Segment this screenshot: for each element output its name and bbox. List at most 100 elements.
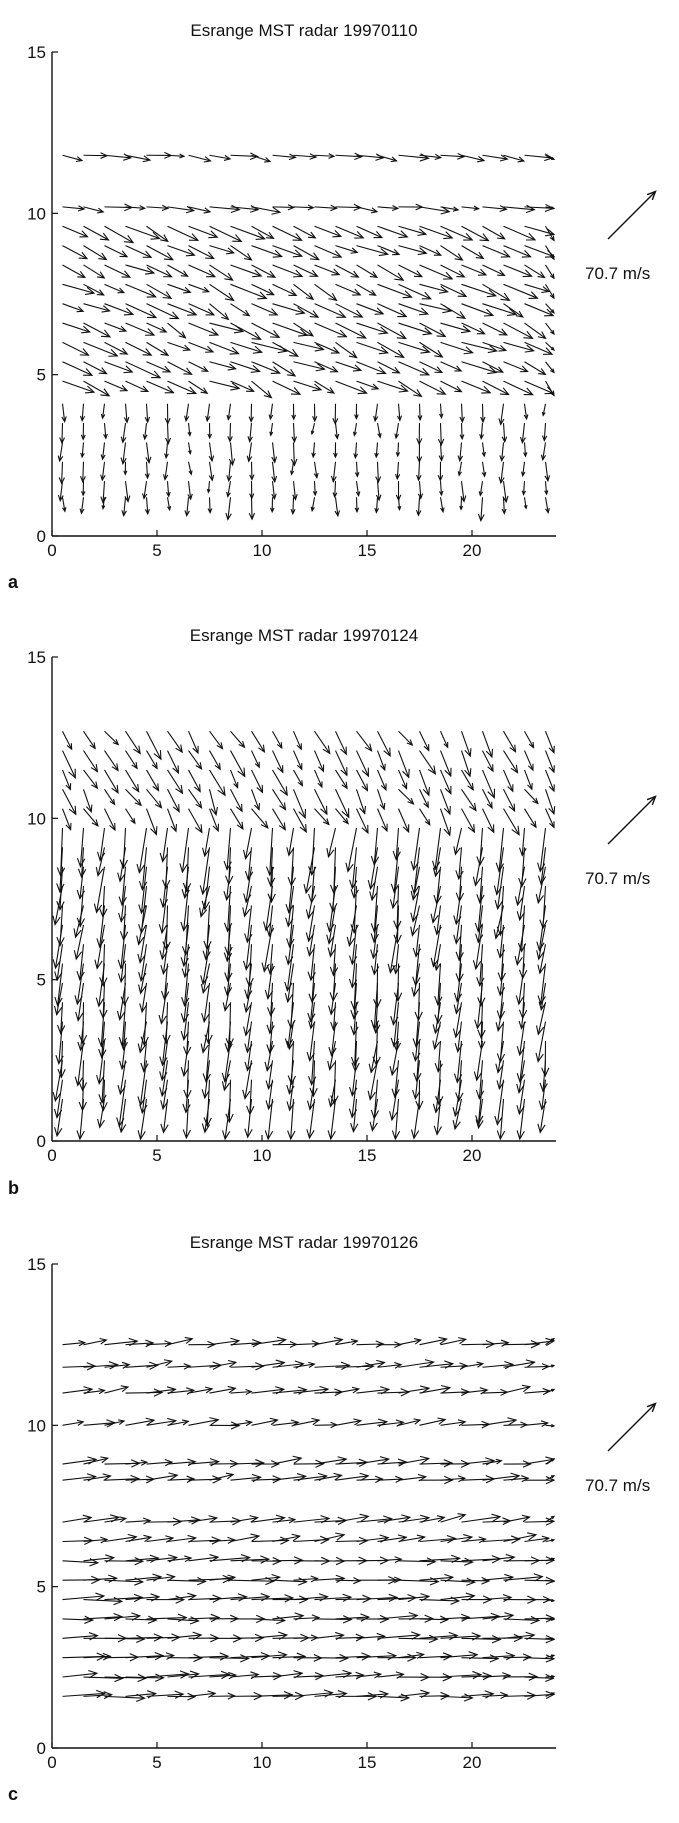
wind-vector (327, 924, 337, 958)
wind-vector (251, 283, 275, 296)
wind-vector (93, 866, 106, 914)
wind-vector (62, 730, 73, 751)
wind-vector (146, 151, 173, 159)
wind-vector (524, 1673, 555, 1682)
wind-vector (251, 1336, 288, 1346)
wind-vector (335, 730, 347, 756)
wind-vector (266, 1021, 275, 1055)
wind-vector (104, 225, 135, 244)
wind-vector (57, 442, 64, 463)
wind-vector (499, 442, 505, 463)
wind-vector (188, 1386, 214, 1394)
wind-vector (356, 283, 377, 296)
wind-vector (544, 731, 555, 755)
wind-vector (58, 461, 65, 485)
wind-vector (80, 423, 86, 441)
wind-vector (393, 886, 402, 931)
wind-vector (523, 750, 534, 772)
wind-vector (272, 264, 304, 278)
wind-vector (481, 442, 486, 458)
wind-vector (538, 1079, 547, 1111)
wind-vector (419, 1336, 448, 1346)
wind-vector (83, 1612, 124, 1622)
wind-vector (118, 866, 127, 907)
wind-vector (167, 1336, 194, 1346)
wind-vector (83, 264, 106, 279)
wind-vector (482, 1672, 512, 1680)
wind-vector (104, 361, 134, 374)
wind-vector (517, 905, 527, 953)
wind-vector (104, 264, 132, 278)
wind-vector (265, 827, 275, 877)
wind-vector (518, 827, 527, 857)
wind-vector (440, 225, 474, 241)
wind-vector (249, 461, 255, 481)
wind-vector (482, 303, 518, 317)
wind-vector (482, 154, 509, 162)
wind-vector (188, 361, 209, 372)
x-tick-label: 15 (358, 541, 377, 560)
wind-vector (56, 1002, 66, 1035)
wind-vector (335, 1692, 378, 1701)
wind-vector (104, 341, 129, 355)
wind-vector (377, 245, 401, 256)
wind-vector (272, 283, 298, 296)
wind-vector (482, 1553, 516, 1563)
wind-vector (314, 283, 338, 302)
wind-vector (307, 944, 316, 982)
wind-vector (440, 1693, 474, 1702)
wind-vector (209, 1421, 241, 1430)
wind-vector (461, 1654, 500, 1663)
wind-vector (167, 1555, 193, 1563)
wind-vector (461, 341, 499, 354)
wind-vector (229, 769, 239, 789)
wind-vector (356, 808, 369, 835)
wind-vector (545, 1598, 556, 1603)
wind-vector (146, 1458, 174, 1467)
wind-vector (100, 442, 106, 461)
wind-vector (545, 1515, 556, 1523)
wind-vector (440, 1337, 468, 1346)
wind-vector (390, 1002, 400, 1048)
wind-vector (418, 769, 430, 797)
wind-vector (293, 361, 326, 372)
wind-vector (416, 442, 423, 464)
wind-vector (545, 1337, 556, 1346)
wind-vector (142, 423, 148, 441)
wind-vector (243, 924, 253, 971)
wind-vector (419, 730, 430, 752)
wind-vector (419, 283, 449, 294)
wind-vector (370, 924, 379, 960)
wind-vector (503, 341, 535, 353)
wind-vector (187, 461, 193, 476)
wind-vector (503, 1672, 539, 1681)
wind-vector (516, 1021, 526, 1057)
wind-vector (455, 924, 464, 962)
wind-vector (271, 481, 277, 501)
wind-vector (440, 303, 467, 320)
wind-vector (292, 730, 302, 751)
wind-vector (104, 380, 129, 392)
wind-vector (453, 1040, 463, 1084)
wind-vector (209, 204, 241, 214)
wind-vector (475, 1060, 485, 1100)
wind-vector (419, 1515, 446, 1523)
wind-vector (356, 1475, 384, 1483)
wind-vector (242, 885, 253, 918)
wind-vector (125, 1651, 165, 1661)
wind-vector (335, 380, 368, 395)
wind-vector (188, 380, 209, 394)
wind-vector (330, 461, 337, 483)
wind-vector (503, 361, 529, 373)
wind-vector (209, 730, 224, 750)
wind-vector (335, 245, 359, 254)
wind-vector (377, 1534, 408, 1543)
y-tick-label: 10 (27, 809, 46, 828)
wind-vector (410, 1098, 421, 1140)
wind-vector (521, 481, 526, 496)
reference-arrow-label: 70.7 m/s (585, 869, 650, 888)
wind-vector (314, 789, 328, 816)
wind-vector (482, 1360, 515, 1370)
wind-vector (398, 203, 424, 211)
wind-vector (222, 982, 232, 1012)
